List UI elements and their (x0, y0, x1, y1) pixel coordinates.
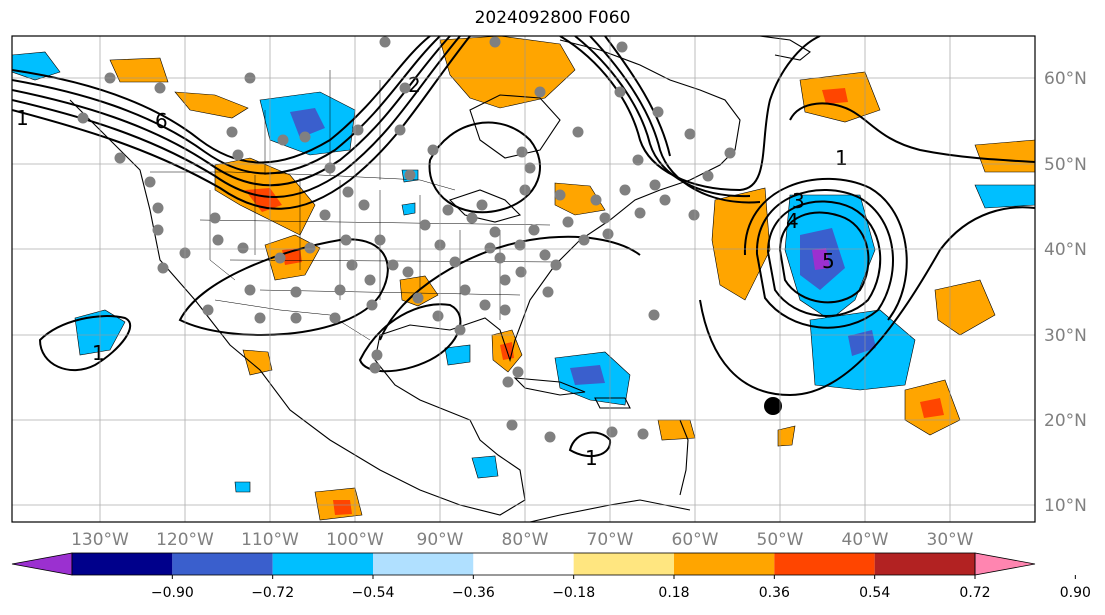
colorbar-tick-label: −0.90 (151, 585, 194, 601)
us-canada-border (150, 171, 456, 191)
colorbar-swatch (473, 553, 574, 575)
colorbar-swatch (573, 553, 674, 575)
lat-label-10n: 10°N (1044, 496, 1087, 516)
cyan-area-central-america (471, 455, 499, 479)
lon-label-30w: 30°W (927, 530, 974, 550)
orange-area-far-east (974, 139, 1035, 173)
blue-area-canada (290, 108, 325, 138)
great-lakes (448, 189, 522, 223)
orange-area-atlantic-west (711, 187, 771, 301)
lon-label-40w: 40°W (842, 530, 889, 550)
red-area-tropics-east (920, 398, 944, 418)
colorbar-tick-label: 0.54 (859, 585, 890, 601)
contour-label-2: 2 (408, 73, 421, 97)
cuba (513, 377, 586, 396)
target-marker (764, 397, 782, 415)
orange-area-pacific-nw (109, 57, 169, 83)
orange-area-mexico (242, 349, 273, 376)
map-title: 2024092800 F060 (474, 8, 631, 28)
colorbar-swatch (774, 553, 875, 575)
lon-label-130w: 130°W (71, 530, 129, 550)
contour-label-6a: 6 (155, 109, 168, 133)
south-america-coast (529, 499, 691, 522)
colorbar-tick-label: 0.72 (959, 585, 990, 601)
lon-label-100w: 100°W (326, 530, 384, 550)
purple-area-low-system (812, 248, 830, 270)
political-borders (150, 70, 561, 341)
colorbar-tick-label: −0.36 (452, 585, 495, 601)
cyan-area-gulf (444, 344, 471, 366)
colorbar-swatch (72, 553, 173, 575)
colorbar-swatch (874, 553, 975, 575)
contour-label-1a: 1 (16, 106, 29, 130)
lon-label-70w: 70°W (587, 530, 634, 550)
colorbar-swatch (373, 553, 474, 575)
lon-label-110w: 110°W (241, 530, 299, 550)
latitude-labels: 60°N 50°N 40°N 30°N 20°N 10°N (1044, 69, 1087, 516)
lat-label-50n: 50°N (1044, 155, 1087, 175)
hispaniola (594, 397, 631, 409)
colorbar-tick-label: −0.72 (251, 585, 294, 601)
contour-label-4: 4 (786, 209, 799, 233)
colorbar-swatch (172, 553, 273, 575)
lat-label-40n: 40°N (1044, 240, 1087, 260)
anomaly-shading (12, 36, 1035, 521)
us-mexico-border (214, 299, 371, 341)
contour-label-1d: 1 (835, 146, 848, 170)
colorbar: −0.90 −0.72 −0.54 −0.36 −0.18 0.18 0.36 0.54 0.7… (11, 552, 1091, 601)
lat-label-60n: 60°N (1044, 69, 1087, 89)
lon-label-50w: 50°W (757, 530, 804, 550)
colorbar-tick-label: −0.54 (352, 585, 395, 601)
colorbar-extend-high (974, 552, 1036, 576)
cyan-area-great-lakes (401, 202, 416, 216)
longitude-labels: 130°W 120°W 110°W 100°W 90°W 80°W 70°W 6… (71, 530, 974, 550)
contour-label-group: 1 6 2 3 4 5 1 1 1 (16, 73, 848, 470)
contour-label-1b: 1 (92, 341, 105, 365)
blue-area-central-atlantic (848, 330, 876, 356)
orange-area-canada-west (174, 91, 249, 119)
cyan-area-east-pacific (234, 481, 251, 493)
red-area-north-east (822, 88, 848, 104)
lon-label-80w: 80°W (502, 530, 549, 550)
colorbar-outline (71, 552, 976, 576)
contour-label-1c: 1 (585, 446, 598, 470)
station-dots (77, 36, 736, 443)
red-area-pacific-south (333, 500, 352, 515)
lon-label-90w: 90°W (417, 530, 464, 550)
antilles (679, 419, 689, 496)
map-frame (11, 35, 1036, 523)
hudson-bay (469, 94, 561, 159)
lon-label-60w: 60°W (672, 530, 719, 550)
colorbar-swatch (272, 553, 373, 575)
colorbar-tick-label: 0.90 (1060, 585, 1091, 601)
cyan-area-far-east (974, 184, 1035, 209)
contour-label-5: 5 (822, 249, 835, 273)
contour-label-3: 3 (792, 189, 805, 213)
lat-label-30n: 30°N (1044, 326, 1087, 346)
blue-area-caribbean (570, 365, 605, 385)
orange-area-tropics (657, 419, 696, 441)
lon-label-120w: 120°W (156, 530, 214, 550)
orange-area-tropics-small (777, 425, 796, 447)
lat-label-20n: 20°N (1044, 411, 1087, 431)
colorbar-tick-label: 0.36 (759, 585, 790, 601)
colorbar-tick-label: −0.18 (552, 585, 595, 601)
colorbar-extend-low (11, 552, 73, 576)
colorbar-tick-label: 0.18 (658, 585, 689, 601)
graticule (12, 36, 1035, 522)
colorbar-swatch (674, 553, 775, 575)
orange-area-great-lakes (554, 182, 606, 216)
